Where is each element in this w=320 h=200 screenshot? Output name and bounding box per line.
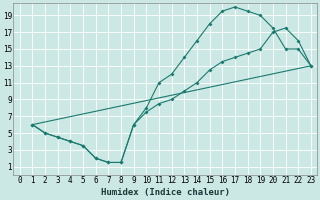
X-axis label: Humidex (Indice chaleur): Humidex (Indice chaleur) <box>101 188 230 197</box>
